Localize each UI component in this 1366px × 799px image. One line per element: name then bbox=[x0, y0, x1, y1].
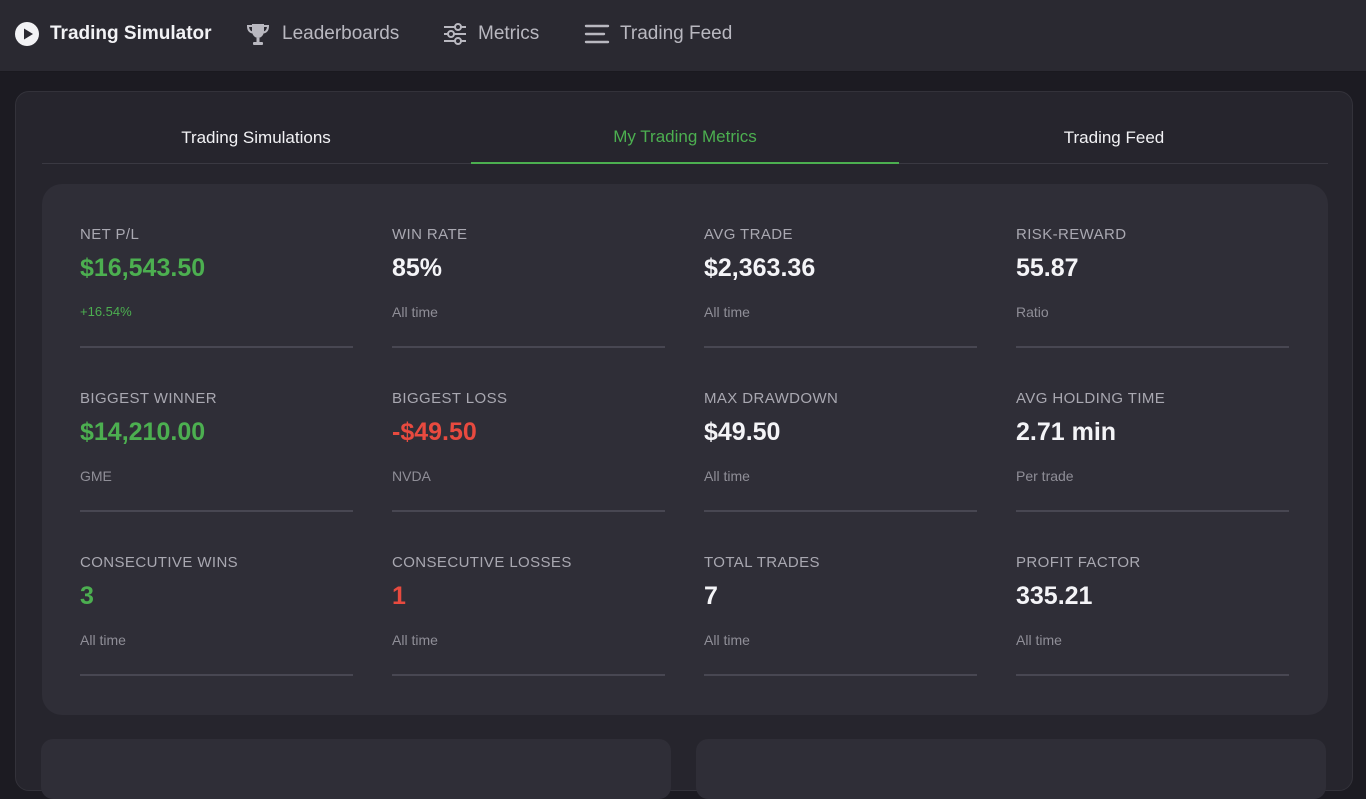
metric-biggest-winner: BIGGEST WINNER $14,210.00 GME bbox=[80, 390, 353, 512]
metric-value: 3 bbox=[80, 582, 94, 610]
nav-item-label: Metrics bbox=[478, 23, 540, 44]
metric-total-trades: TOTAL TRADES 7 All time bbox=[704, 554, 977, 676]
metric-profit-factor: PROFIT FACTOR 335.21 All time bbox=[1016, 554, 1289, 676]
metric-sub: All time bbox=[80, 632, 126, 648]
metric-value: 1 bbox=[392, 582, 406, 610]
tab-my-trading-metrics[interactable]: My Trading Metrics bbox=[471, 112, 899, 164]
metric-sub: All time bbox=[704, 632, 750, 648]
metric-consecutive-losses: CONSECUTIVE LOSSES 1 All time bbox=[392, 554, 665, 676]
metric-value: 55.87 bbox=[1016, 254, 1079, 282]
metric-sub: Per trade bbox=[1016, 468, 1074, 484]
metric-label: CONSECUTIVE LOSSES bbox=[392, 554, 572, 571]
tab-label: Trading Feed bbox=[1063, 128, 1165, 147]
metric-label: AVG TRADE bbox=[704, 226, 793, 243]
metric-win-rate: WIN RATE 85% All time bbox=[392, 226, 665, 348]
nav-item-metrics[interactable]: Metrics bbox=[442, 0, 539, 68]
metric-label: BIGGEST LOSS bbox=[392, 390, 508, 407]
metric-value: $16,543.50 bbox=[80, 254, 206, 282]
metric-consecutive-wins: CONSECUTIVE WINS 3 All time bbox=[80, 554, 353, 676]
metric-value: 7 bbox=[704, 582, 718, 610]
metric-biggest-loss: BIGGEST LOSS -$49.50 NVDA bbox=[392, 390, 665, 512]
metric-sub: GME bbox=[80, 468, 112, 484]
metric-max-drawdown: MAX DRAWDOWN $49.50 All time bbox=[704, 390, 977, 512]
metric-value: $2,363.36 bbox=[704, 254, 816, 282]
metric-value: $14,210.00 bbox=[80, 418, 206, 446]
metric-label: BIGGEST WINNER bbox=[80, 390, 218, 407]
nav-item-trading-feed[interactable]: Trading Feed bbox=[584, 0, 732, 68]
metric-sub: All time bbox=[392, 632, 438, 648]
metric-label: RISK-REWARD bbox=[1016, 226, 1127, 243]
metric-sub: All time bbox=[704, 304, 750, 320]
metric-risk-reward: RISK-REWARD 55.87 Ratio bbox=[1016, 226, 1289, 348]
metric-value: $49.50 bbox=[704, 418, 781, 446]
top-navigation: Trading Simulator Leaderboards bbox=[0, 0, 1366, 72]
metric-sub: Ratio bbox=[1016, 304, 1049, 320]
nav-item-label: Leaderboards bbox=[282, 23, 400, 44]
trophy-icon bbox=[244, 20, 272, 48]
nav-item-label: Trading Feed bbox=[620, 23, 733, 44]
metric-avg-holding-time: AVG HOLDING TIME 2.71 min Per trade bbox=[1016, 390, 1289, 512]
tab-bar: Trading Simulations My Trading Metrics T… bbox=[42, 112, 1328, 164]
brand-label: Trading Simulator bbox=[50, 23, 212, 44]
metric-label: MAX DRAWDOWN bbox=[704, 390, 839, 407]
tab-label: Trading Simulations bbox=[181, 128, 331, 147]
metric-sub: NVDA bbox=[392, 468, 431, 484]
bottom-panel-right bbox=[696, 739, 1326, 799]
menu-lines-icon bbox=[584, 21, 610, 47]
bottom-panel-left bbox=[41, 739, 671, 799]
metric-label: PROFIT FACTOR bbox=[1016, 554, 1141, 571]
metrics-panel: NET P/L $16,543.50 +16.54% WIN RATE 85% … bbox=[42, 184, 1328, 715]
metric-label: TOTAL TRADES bbox=[704, 554, 820, 571]
metric-sub: All time bbox=[1016, 632, 1062, 648]
metric-value: 85% bbox=[392, 254, 443, 282]
main-card: Trading Simulations My Trading Metrics T… bbox=[15, 91, 1353, 791]
metric-value: -$49.50 bbox=[392, 418, 477, 446]
tab-trading-simulations[interactable]: Trading Simulations bbox=[42, 112, 470, 164]
metric-sub: +16.54% bbox=[80, 304, 132, 319]
metric-value: 2.71 min bbox=[1016, 418, 1117, 446]
tab-trading-feed[interactable]: Trading Feed bbox=[900, 112, 1328, 164]
sliders-icon bbox=[442, 21, 468, 47]
metric-label: NET P/L bbox=[80, 226, 140, 243]
metric-sub: All time bbox=[704, 468, 750, 484]
brand-link[interactable]: Trading Simulator bbox=[14, 0, 212, 68]
metric-sub: All time bbox=[392, 304, 438, 320]
metric-net-pl: NET P/L $16,543.50 +16.54% bbox=[80, 226, 353, 348]
metric-label: CONSECUTIVE WINS bbox=[80, 554, 239, 571]
metric-value: 335.21 bbox=[1016, 582, 1093, 610]
metric-label: AVG HOLDING TIME bbox=[1016, 390, 1166, 407]
metric-avg-trade: AVG TRADE $2,363.36 All time bbox=[704, 226, 977, 348]
play-circle-icon bbox=[14, 21, 40, 47]
metric-label: WIN RATE bbox=[392, 226, 468, 243]
tab-label: My Trading Metrics bbox=[613, 127, 757, 146]
nav-item-leaderboards[interactable]: Leaderboards bbox=[244, 0, 399, 68]
